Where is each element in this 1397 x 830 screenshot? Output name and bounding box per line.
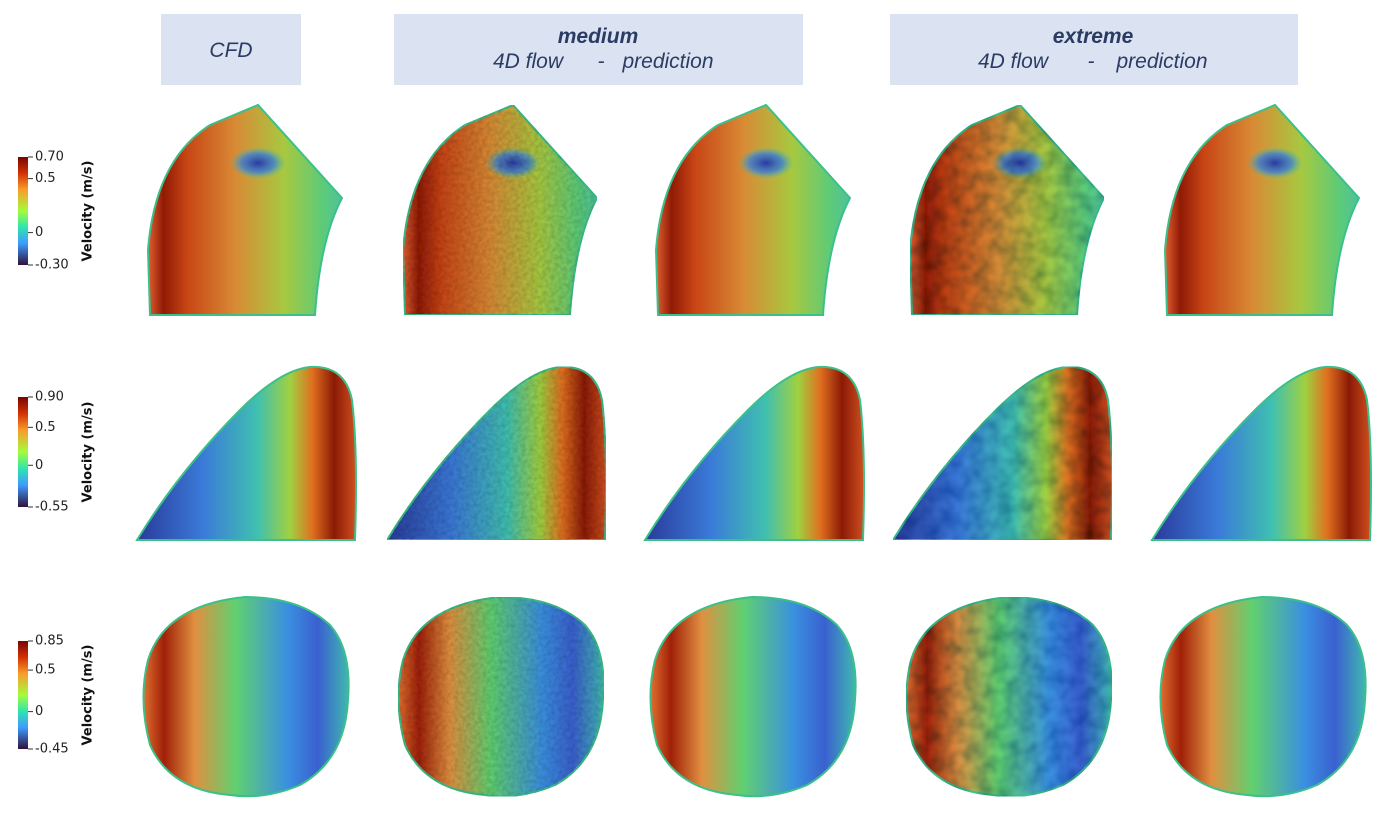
header-separator: - [1088, 50, 1095, 73]
panel [1164, 104, 1360, 316]
header-left: 4D flow [493, 50, 565, 73]
colorbar-tick-label: 0.85 [35, 634, 64, 649]
header-right: prediction [621, 50, 713, 73]
panel [655, 104, 851, 316]
colorbar [18, 157, 28, 265]
colorbar-tick-label: 0 [35, 458, 43, 473]
panels [136, 104, 1372, 798]
colorbar-tick-label: -0.30 [35, 258, 69, 273]
colorbar-label: Velocity (m/s) [81, 402, 96, 503]
panel [386, 365, 607, 541]
panel [402, 104, 598, 316]
header-cfd: CFD [209, 39, 252, 62]
colorbar-tick-label: 0.90 [35, 390, 64, 405]
header-title: extreme [1053, 25, 1134, 48]
colorbar-tick-label: 0.70 [35, 150, 64, 165]
panel [892, 365, 1113, 541]
panel [1159, 596, 1367, 798]
panel [649, 596, 857, 798]
panel [142, 596, 350, 798]
panel [644, 365, 865, 541]
colorbar-tick-label: 0.5 [35, 171, 56, 186]
panel [136, 365, 357, 541]
colorbar-tick-label: 0.5 [35, 663, 56, 678]
colorbar [18, 641, 28, 749]
header-box [394, 14, 803, 85]
colorbar-tick-label: -0.45 [35, 742, 69, 757]
colorbar-tick-label: 0 [35, 704, 43, 719]
colorbar [18, 397, 28, 507]
colorbar-label: Velocity (m/s) [81, 645, 96, 746]
header-box [890, 14, 1298, 85]
header-right: prediction [1115, 50, 1207, 73]
panel [147, 104, 343, 316]
panel [397, 596, 605, 798]
header-box [161, 14, 301, 85]
panel [1151, 365, 1372, 541]
colorbar-label: Velocity (m/s) [81, 161, 96, 262]
header-title: medium [558, 25, 639, 48]
panel [909, 104, 1105, 316]
colorbar-tick-label: 0.5 [35, 420, 56, 435]
header-separator: - [598, 50, 605, 73]
panel [905, 596, 1113, 798]
colorbar-tick-label: 0 [35, 225, 43, 240]
colorbar-tick-label: -0.55 [35, 500, 69, 515]
header-left: 4D flow [978, 50, 1050, 73]
